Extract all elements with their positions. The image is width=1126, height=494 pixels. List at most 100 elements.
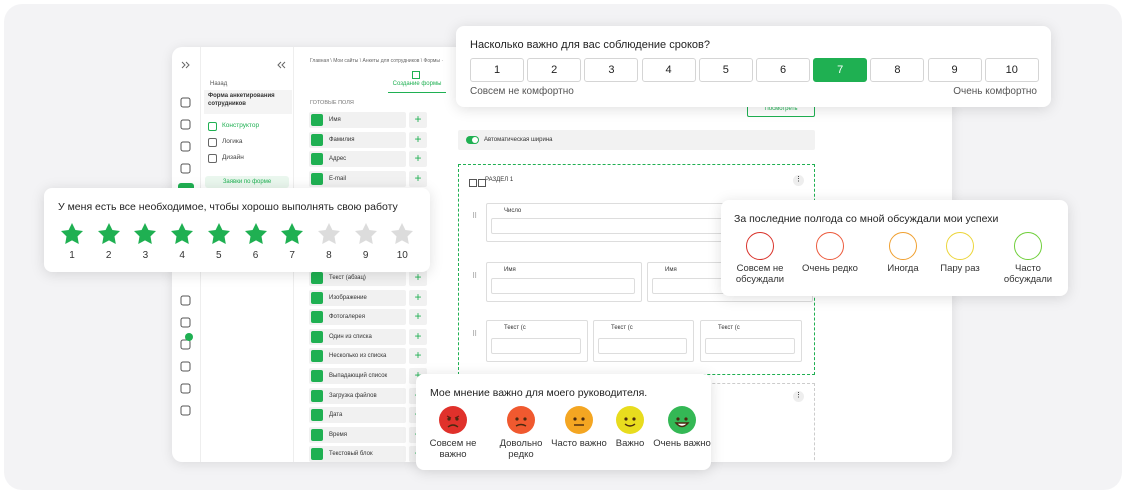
field-title: Имя (504, 267, 516, 273)
field-icon (311, 291, 323, 304)
rail-icon-svg (180, 163, 191, 174)
emoji[interactable] (507, 406, 535, 434)
field-input (491, 278, 635, 294)
tab-underline (388, 92, 446, 93)
tab-icon-svg (412, 71, 420, 79)
circle-option[interactable] (746, 232, 774, 260)
field-label: Текстовый блок (329, 451, 373, 458)
emoji[interactable] (616, 406, 644, 434)
circle-option[interactable] (1014, 232, 1042, 260)
icon-shape (180, 383, 191, 394)
scale-option[interactable]: 3 (584, 58, 639, 82)
field-title: Текст (с (611, 325, 633, 331)
emoji[interactable] (565, 406, 593, 434)
panel-collapse-svg (277, 61, 286, 69)
field-row (309, 309, 406, 326)
field-label: Фамилия (329, 136, 355, 143)
emoji-svg (565, 406, 593, 434)
field-label: Несколько из списка (329, 353, 387, 360)
icon-shape (180, 317, 191, 328)
circle-option[interactable] (946, 232, 974, 260)
add-button: + (409, 309, 427, 326)
emoji-face (616, 406, 644, 434)
rail-icon-svg (180, 383, 191, 394)
scale-option[interactable]: 10 (984, 58, 1039, 82)
field-input (491, 338, 581, 354)
star-shape (244, 223, 267, 244)
field-title: Имя (665, 267, 677, 273)
icon-shape (180, 119, 191, 130)
field-input (598, 338, 687, 354)
brows (446, 415, 460, 419)
star-shape (61, 223, 83, 244)
scale-option[interactable]: 1 (470, 58, 524, 82)
add-button: + (409, 328, 427, 345)
emoji[interactable] (668, 406, 696, 434)
field-box (593, 320, 694, 362)
star-label: 3 (142, 250, 149, 261)
star[interactable] (133, 222, 157, 245)
mouth (447, 424, 459, 428)
circle-option[interactable] (816, 232, 844, 260)
star[interactable] (207, 222, 231, 245)
icon-shape (180, 339, 191, 350)
star[interactable] (354, 222, 378, 245)
star[interactable] (280, 222, 304, 245)
star[interactable] (97, 222, 121, 245)
nav-item: Конструктор (222, 122, 260, 129)
scale-option[interactable]: 2 (527, 58, 582, 82)
star-svg (354, 223, 377, 244)
field-icon (311, 114, 323, 126)
mouth (624, 423, 636, 427)
field-row (309, 289, 406, 306)
star-svg (391, 223, 414, 244)
scale-card: Насколько важно для вас соблюдение сроко… (456, 26, 1051, 107)
circles-card: За последние полгода со мной обсуждали м… (721, 200, 1068, 296)
star[interactable] (60, 222, 84, 245)
field-label: Фотогалерея (329, 314, 365, 321)
star[interactable] (244, 222, 268, 245)
stars-card: У меня есть все необходимое, чтобы хорош… (44, 188, 430, 272)
star-shape (317, 223, 340, 244)
emoji-face (565, 406, 593, 434)
field-input (705, 338, 795, 354)
rail-icon-svg (180, 295, 191, 306)
back-link: Назад (210, 81, 228, 87)
eye (624, 417, 628, 421)
emoji-face (668, 406, 696, 434)
mouth (674, 422, 690, 428)
field-label: Изображение (329, 294, 367, 301)
field-row (309, 328, 406, 345)
star-label: 10 (396, 250, 408, 261)
rail-icon (180, 119, 191, 130)
scale-option[interactable]: 8 (870, 58, 925, 82)
scale-option[interactable]: 9 (927, 58, 982, 82)
emoji[interactable] (439, 406, 467, 434)
star-svg (281, 223, 304, 244)
star[interactable] (170, 222, 194, 245)
rail-icon-svg (180, 97, 191, 108)
add-button: + (409, 348, 427, 365)
star[interactable] (390, 222, 414, 245)
rail-icon (180, 163, 191, 174)
star-label: 1 (69, 250, 75, 261)
scale-option[interactable]: 5 (698, 58, 753, 82)
emoji-svg (507, 406, 535, 434)
field-title: Текст (с (718, 325, 740, 331)
star[interactable] (317, 222, 341, 245)
star-shape (134, 223, 157, 244)
star-shape (171, 223, 194, 244)
star-label: 7 (289, 250, 295, 261)
scale-option[interactable]: 6 (756, 58, 810, 82)
scale-option[interactable]: 7 (813, 58, 868, 82)
field-icon (311, 448, 323, 461)
circle-option[interactable] (889, 232, 917, 260)
star-shape (207, 223, 230, 244)
emoji-svg (616, 406, 644, 434)
field-label: E-mail (329, 175, 347, 182)
scale-option[interactable]: 4 (641, 58, 696, 82)
rail-icon (180, 317, 191, 328)
star-label: 4 (179, 250, 185, 261)
star-svg (244, 223, 267, 244)
field-icon (311, 409, 323, 422)
